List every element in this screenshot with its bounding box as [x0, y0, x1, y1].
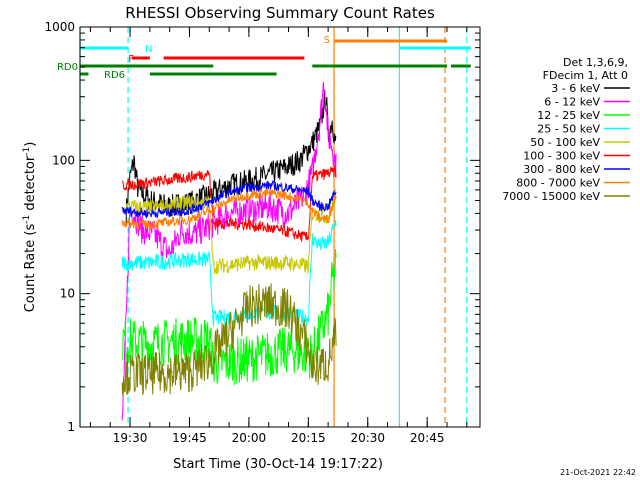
flag-label: F [128, 54, 134, 65]
flag-label: N [145, 44, 152, 55]
series-line [121, 188, 337, 230]
flag-label: RD0 [57, 62, 78, 73]
flag-f: F [128, 54, 305, 65]
x-tick-label: 19:30 [113, 431, 148, 445]
legend-entry-label: 25 - 50 keV [537, 123, 600, 136]
y-axis-label-main: Count Rate (s [23, 224, 38, 313]
flag-rd6: RD6 [80, 70, 277, 81]
series-line [121, 81, 337, 421]
legend-header-line-1: Det 1,3,6,9, [563, 56, 628, 69]
flag-label: S [324, 35, 330, 46]
status-flags: NF S RD0 RD6 [57, 35, 471, 81]
y-tick-label: 10 [60, 287, 75, 301]
series-line [121, 166, 337, 242]
x-tick-label: 19:45 [172, 431, 207, 445]
y-axis-label: Count Rate (s-1 detector-1) [22, 142, 38, 313]
series-line [121, 249, 337, 386]
legend-entry-label: 6 - 12 keV [544, 96, 600, 109]
x-tick-label: 20:45 [410, 431, 445, 445]
legend-entry-label: 3 - 6 keV [551, 82, 600, 95]
flag-n: N [80, 44, 471, 55]
legend: Det 1,3,6,9, FDecim 1, Att 0 3 - 6 keV6 … [502, 56, 630, 203]
legend-entry-label: 800 - 7000 keV [516, 177, 600, 190]
flag-rd0: RD0 [57, 62, 471, 73]
legend-header-line-2: FDecim 1, Att 0 [543, 69, 628, 82]
flag-s: S [324, 35, 447, 46]
y-tick-label: 100 [52, 153, 75, 167]
x-tick-label: 20:00 [232, 431, 267, 445]
legend-entry-label: 50 - 100 keV [530, 136, 600, 149]
series-line [121, 283, 337, 396]
y-axis-label-end: ) [23, 142, 38, 147]
x-tick-label: 20:15 [291, 431, 326, 445]
series-line [125, 90, 337, 226]
legend-entry-label: 100 - 300 keV [523, 150, 600, 163]
legend-entry-label: 7000 - 15000 keV [502, 190, 600, 203]
x-tick-label: 20:30 [350, 431, 385, 445]
y-tick-label: 1000 [44, 20, 75, 34]
y-axis-label-sup2: -1 [22, 147, 32, 156]
flag-label: RD6 [104, 70, 125, 81]
y-axis-label-sup1: -1 [22, 215, 32, 224]
series-line [121, 220, 337, 327]
y-axis-label-mid: detector [23, 155, 38, 215]
chart-title: RHESSI Observing Summary Count Rates [125, 4, 435, 22]
timestamp: 21-Oct-2021 22:42 [560, 468, 636, 477]
plot-frame [79, 26, 481, 428]
series-group [121, 81, 337, 421]
series-line [125, 188, 337, 275]
legend-entry-label: 300 - 800 keV [523, 163, 600, 176]
y-tick-label: 1 [67, 420, 75, 434]
legend-entry-label: 12 - 25 keV [537, 109, 600, 122]
axes: 1 10 100 1000 19:30 19:45 20:00 20:15 20:30 20:45 [44, 20, 480, 445]
series-line [121, 180, 337, 220]
x-axis-label: Start Time (30-Oct-14 19:17:22) [173, 457, 383, 472]
